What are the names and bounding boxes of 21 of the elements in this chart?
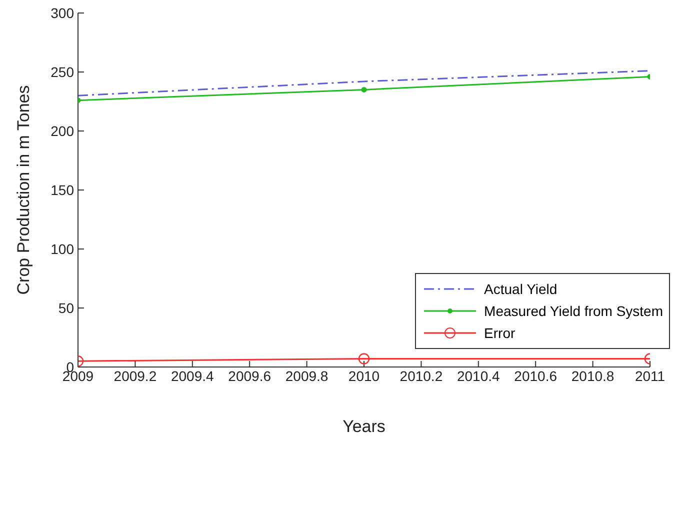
x-tick-label: 2010	[348, 368, 380, 384]
legend-label: Actual Yield	[484, 281, 558, 297]
y-tick-label: 150	[50, 182, 74, 198]
x-tick-label: 2011	[634, 368, 666, 384]
x-tick-label: 2009.2	[114, 368, 157, 384]
x-axis-title: Years	[342, 417, 386, 436]
y-tick-label: 300	[50, 4, 74, 21]
legend-label: Measured Yield from System	[484, 303, 663, 319]
y-tick-label: 100	[50, 240, 74, 257]
x-tick-label: 2009.8	[285, 368, 328, 384]
x-tick-label: 2010.4	[456, 368, 500, 384]
y-axis-title: Crop Production in m Tones	[14, 85, 34, 295]
x-tick-label: 2009.4	[170, 368, 214, 384]
y-tick-label: 250	[50, 64, 74, 80]
x-tick-label: 2010.6	[514, 368, 558, 384]
y-tick-label: 200	[50, 122, 74, 139]
y-tick-label: 50	[58, 300, 74, 316]
x-tick-label: 2009.6	[228, 368, 272, 384]
legend-label: Error	[484, 325, 516, 341]
x-tick-label: 2010.2	[400, 368, 443, 384]
x-tick-label: 2010.8	[571, 368, 614, 384]
